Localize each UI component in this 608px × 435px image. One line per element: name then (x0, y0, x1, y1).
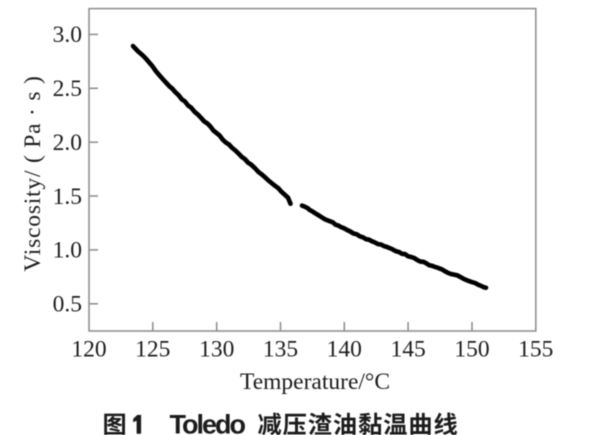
svg-text:150: 150 (454, 337, 489, 363)
svg-text:140: 140 (327, 337, 362, 363)
svg-text:0.5: 0.5 (53, 292, 82, 318)
svg-text:2.0: 2.0 (53, 130, 82, 156)
svg-text:Temperature/°C: Temperature/°C (240, 369, 390, 395)
svg-text:120: 120 (71, 337, 106, 363)
svg-text:Viscosity/ ( Pa · s ): Viscosity/ ( Pa · s ) (20, 75, 46, 271)
svg-text:125: 125 (135, 337, 170, 363)
svg-text:3.0: 3.0 (53, 22, 82, 48)
svg-text:130: 130 (199, 337, 234, 363)
svg-text:1.5: 1.5 (53, 184, 82, 210)
svg-text:Toledo: Toledo (170, 410, 246, 435)
svg-text:1.0: 1.0 (53, 238, 82, 264)
svg-text:2.5: 2.5 (53, 76, 82, 102)
svg-text:155: 155 (518, 337, 553, 363)
svg-text:145: 145 (390, 337, 425, 363)
svg-text:135: 135 (263, 337, 298, 363)
